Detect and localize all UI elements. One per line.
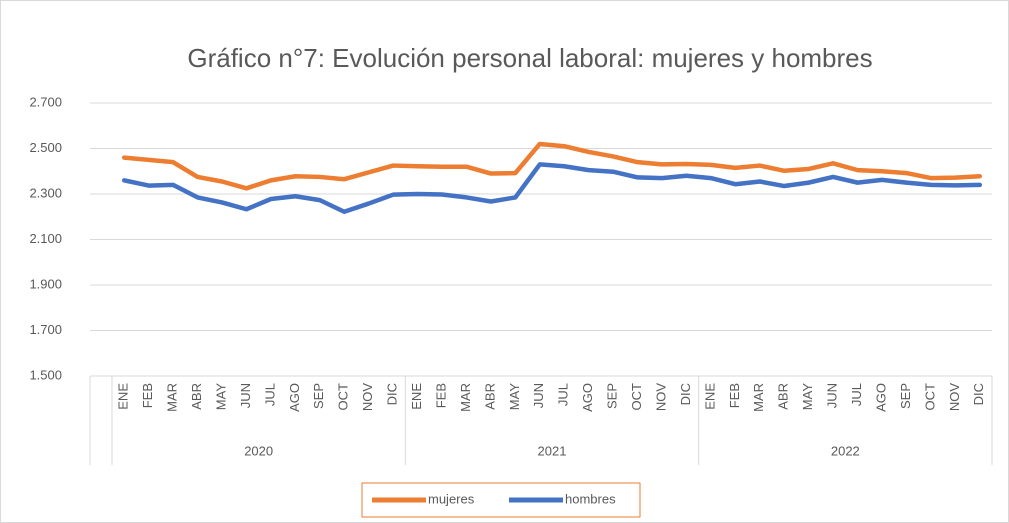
x-tick-label: ABR [776, 383, 791, 410]
x-tick-label: OCT [336, 383, 351, 411]
x-tick-label: ENE [116, 383, 131, 410]
x-tick-label: MAR [165, 383, 180, 412]
x-tick-label: AGO [873, 383, 888, 412]
x-tick-label: MAY [507, 383, 522, 411]
x-group-label: 2020 [244, 443, 273, 458]
x-tick-label: ABR [189, 383, 204, 410]
x-tick-label: JUN [238, 383, 253, 408]
x-tick-label: AGO [287, 383, 302, 412]
y-tick-label: 2.500 [29, 140, 62, 155]
x-tick-label: ENE [702, 383, 717, 410]
x-tick-label: AGO [580, 383, 595, 412]
x-tick-label: DIC [678, 383, 693, 405]
x-tick-label: SEP [898, 383, 913, 409]
y-tick-label: 1.500 [29, 367, 62, 382]
x-tick-label: NOV [653, 383, 668, 412]
series-line [121, 162, 983, 214]
x-tick-label: JUL [556, 383, 571, 406]
x-tick-label: OCT [629, 383, 644, 411]
x-tick-label: NOV [360, 383, 375, 412]
x-tick-label: JUL [262, 383, 277, 406]
y-tick-label: 2.300 [29, 185, 62, 200]
x-tick-label: MAR [458, 383, 473, 412]
x-tick-label: ABR [482, 383, 497, 410]
x-tick-label: JUL [849, 383, 864, 406]
chart-title: Gráfico n°7: Evolución personal laboral:… [187, 43, 872, 73]
x-tick-label: JUN [531, 383, 546, 408]
x-tick-label: FEB [433, 383, 448, 408]
x-tick-label: SEP [605, 383, 620, 409]
x-tick-label: SEP [311, 383, 326, 409]
x-group-label: 2021 [538, 443, 567, 458]
x-group-label: 2022 [831, 443, 860, 458]
x-tick-label: FEB [727, 383, 742, 408]
x-tick-label: MAR [751, 383, 766, 412]
x-tick-label: NOV [947, 383, 962, 412]
legend-label: mujeres [428, 491, 475, 506]
x-tick-label: MAY [213, 383, 228, 411]
legend-label: hombres [565, 491, 616, 506]
series-line [121, 141, 983, 191]
x-tick-label: OCT [922, 383, 937, 411]
x-tick-label: DIC [971, 383, 986, 405]
y-tick-label: 2.100 [29, 231, 62, 246]
x-tick-label: MAY [800, 383, 815, 411]
y-tick-label: 1.700 [29, 322, 62, 337]
x-tick-label: FEB [140, 383, 155, 408]
y-tick-label: 2.700 [29, 94, 62, 109]
x-tick-label: DIC [385, 383, 400, 405]
y-tick-label: 1.900 [29, 276, 62, 291]
x-tick-label: JUN [825, 383, 840, 408]
x-tick-label: ENE [409, 383, 424, 410]
